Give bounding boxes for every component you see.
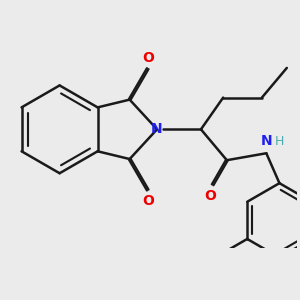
Text: N: N (261, 134, 272, 148)
Text: N: N (151, 122, 163, 136)
Text: O: O (142, 50, 154, 64)
Text: O: O (142, 194, 154, 208)
Text: H: H (275, 135, 284, 148)
Text: O: O (204, 189, 216, 203)
